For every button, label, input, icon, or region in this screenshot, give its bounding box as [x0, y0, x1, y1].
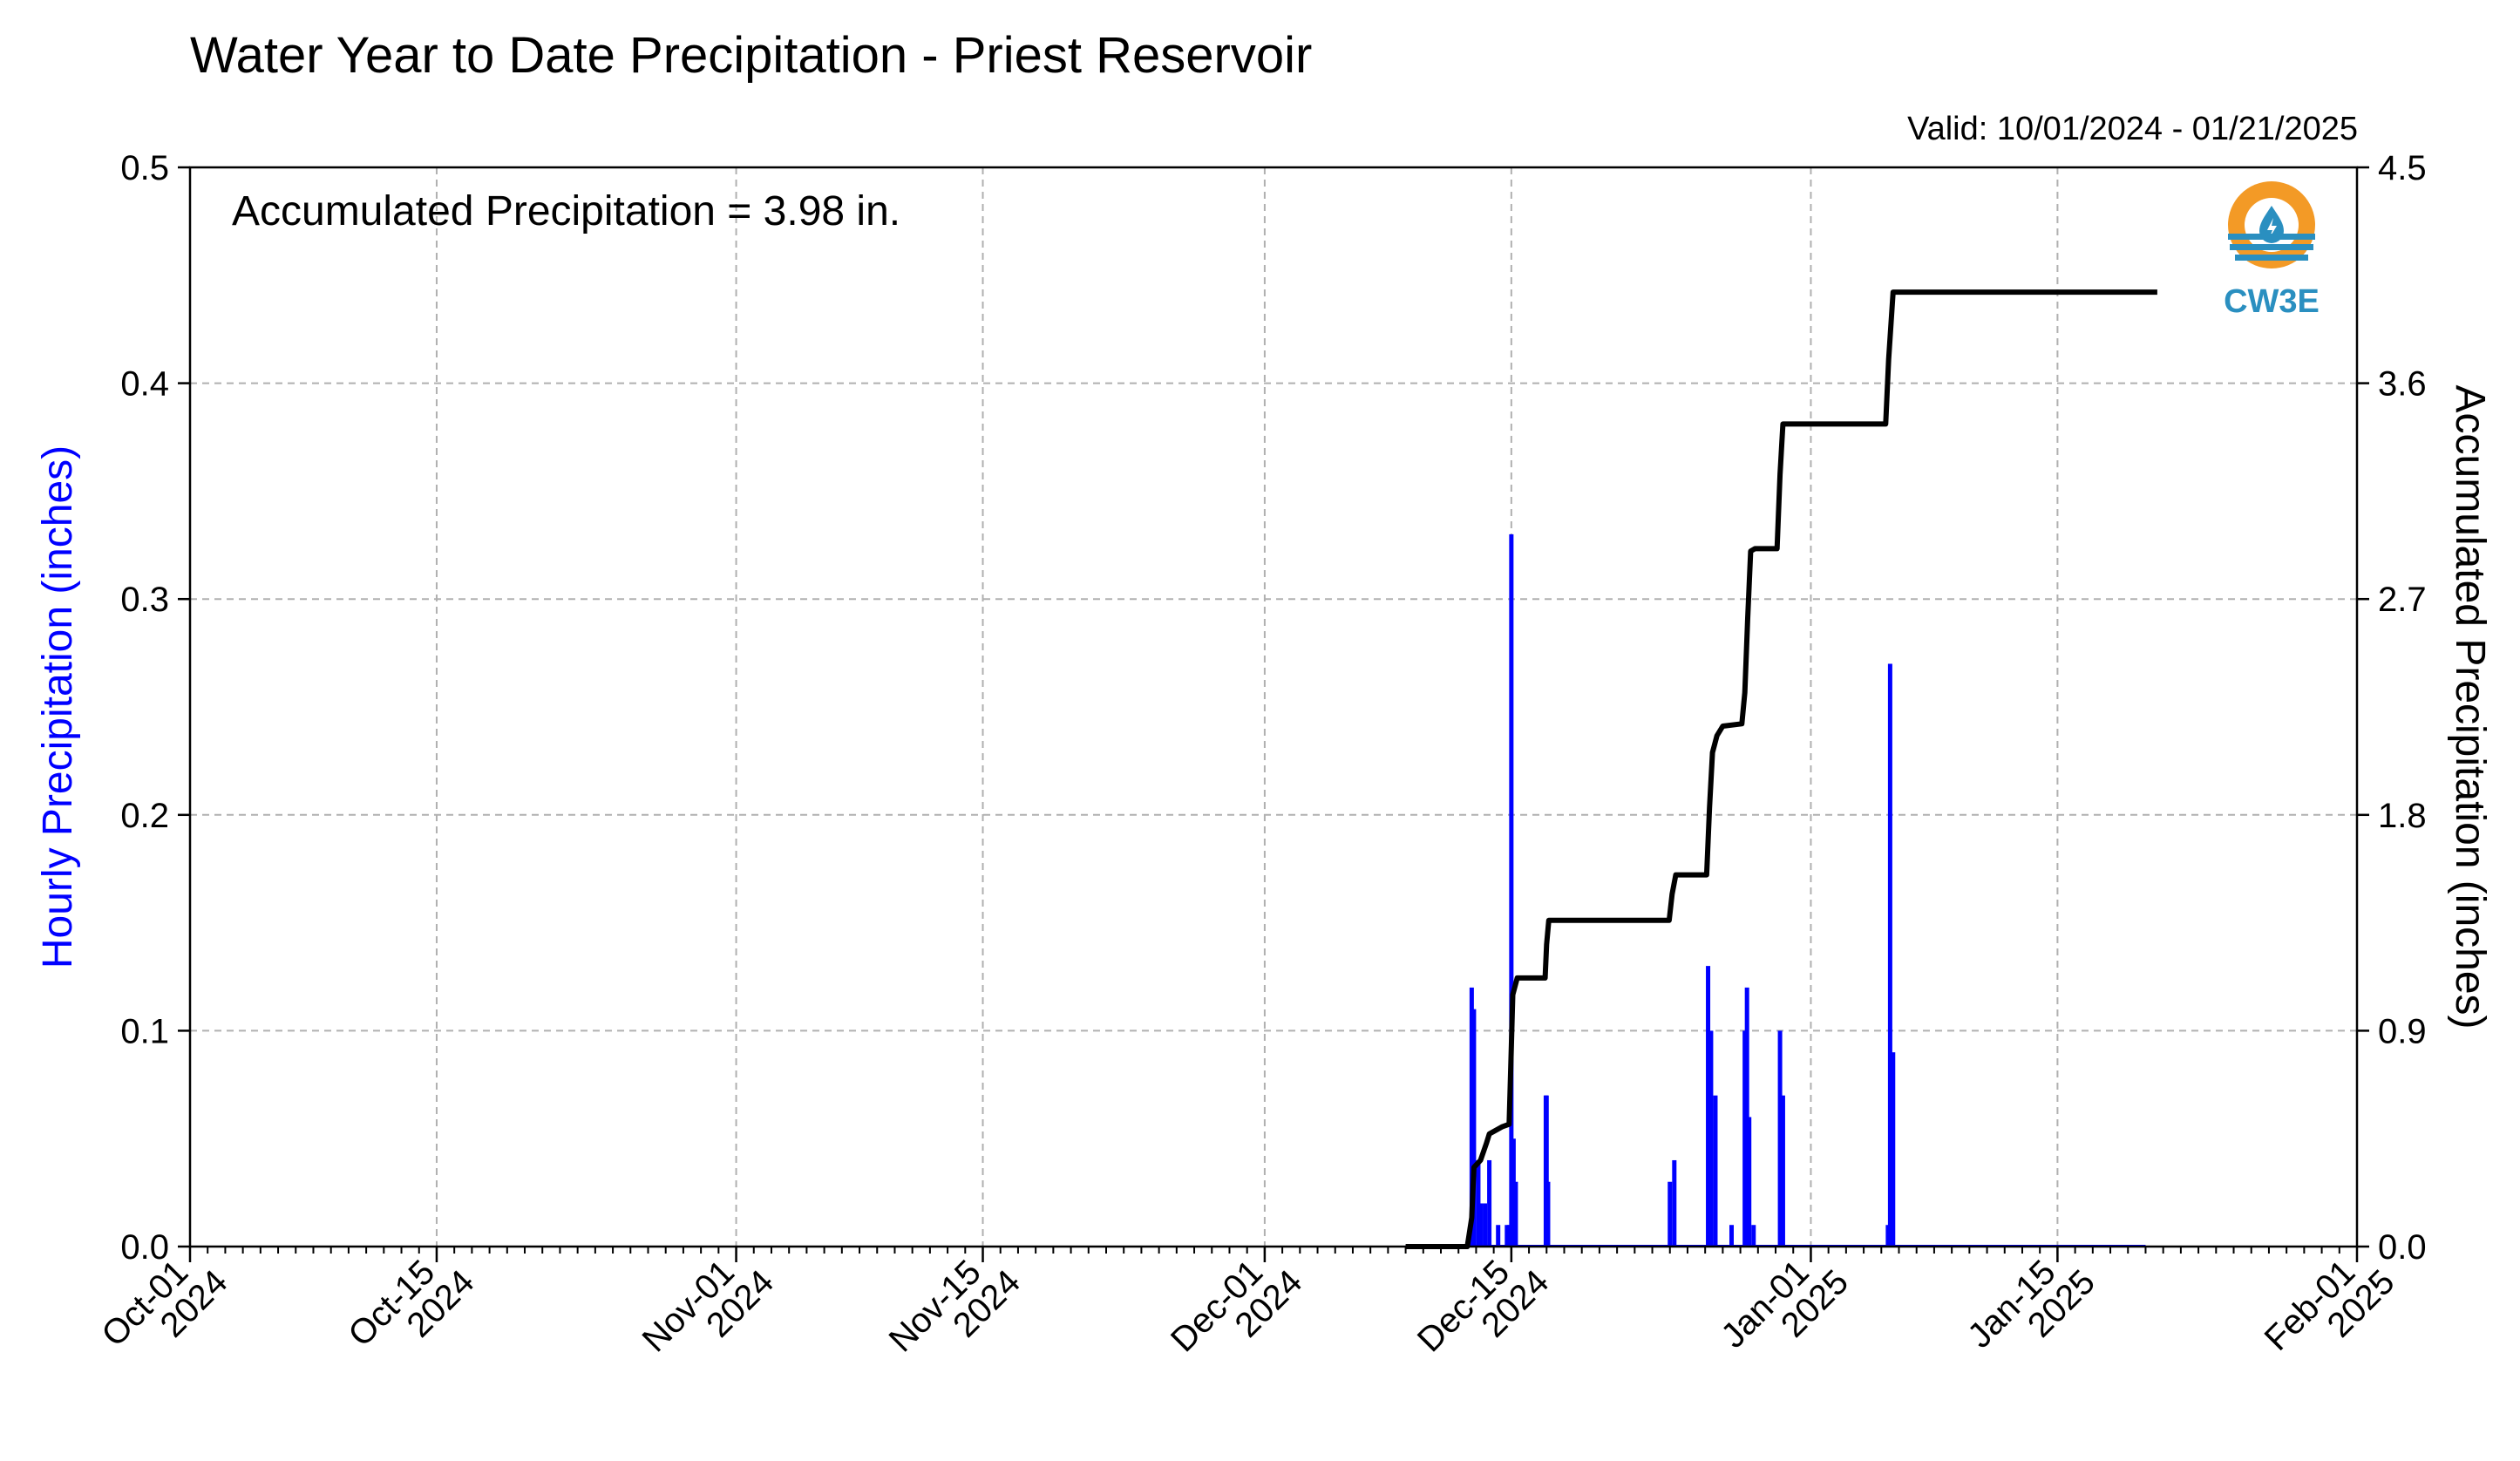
hourly-bar — [1544, 1095, 1549, 1247]
right-y-tick-label: 4.5 — [2378, 149, 2427, 187]
accumulated-precip-line-group — [1405, 289, 2157, 1249]
hourly-bar — [1487, 1159, 1492, 1247]
accumulated-total-annotation: Accumulated Precipitation = 3.98 in. — [232, 188, 900, 234]
logo-wave-band-3 — [2235, 255, 2308, 261]
hourly-bar — [1469, 987, 1474, 1247]
hourly-bar — [1471, 1009, 1477, 1247]
left-y-tick-label: 0.0 — [120, 1228, 169, 1267]
logo-wave-band-1 — [2228, 234, 2315, 240]
plot-frame — [188, 166, 2359, 1248]
left-axis-label: Hourly Precipitation (inches) — [35, 445, 81, 968]
right-y-tick-label: 0.0 — [2378, 1228, 2427, 1267]
cw3e-logo: CW3E — [2224, 181, 2320, 320]
left-y-tick-label: 0.5 — [120, 149, 169, 187]
left-y-tick-label: 0.4 — [120, 365, 169, 404]
hourly-bar — [1505, 1225, 1510, 1247]
hourly-bar — [1887, 663, 1892, 1247]
hourly-bar — [1483, 1203, 1488, 1247]
hourly-bar — [1780, 1095, 1785, 1247]
hourly-bar — [1729, 1225, 1734, 1247]
left-y-tick-label: 0.3 — [120, 581, 169, 619]
hourly-bar — [1509, 533, 1514, 1247]
hourly-bar — [1742, 1030, 1748, 1247]
hourly-bar — [1891, 1052, 1896, 1247]
hourly-bar — [1713, 1095, 1718, 1247]
hourly-bar — [1511, 1138, 1516, 1247]
accumulated-precip-line — [1405, 289, 2157, 1249]
lightning-icon — [2267, 218, 2277, 239]
left-y-tick-label: 0.1 — [120, 1012, 169, 1050]
hourly-bar — [1513, 1181, 1518, 1247]
hourly-bar — [1777, 1030, 1783, 1247]
logo-text: CW3E — [2224, 283, 2320, 320]
logo-wave-band-2 — [2230, 244, 2313, 250]
hourly-bar — [1506, 1225, 1511, 1247]
hourly-bar — [1545, 1181, 1551, 1247]
hourly-bar — [1708, 1030, 1714, 1247]
hourly-bar — [1496, 1225, 1501, 1247]
right-y-tick-label: 0.9 — [2378, 1012, 2427, 1050]
right-axis-label: Accumulated Precipitation (inches) — [2447, 384, 2493, 1029]
hourly-bar — [1476, 1159, 1481, 1247]
hourly-bar — [1706, 966, 1711, 1247]
hourly-bar — [1672, 1159, 1677, 1247]
hourly-bar — [1668, 1181, 1673, 1247]
right-y-tick-label: 2.7 — [2378, 581, 2427, 619]
hourly-bar — [1751, 1225, 1756, 1247]
left-y-tick-label: 0.2 — [120, 797, 169, 835]
chart-title: Water Year to Date Precipitation - Pries… — [190, 27, 1312, 84]
right-y-tick-label: 1.8 — [2378, 797, 2427, 835]
chart-subtitle: Valid: 10/01/2024 - 01/21/2025 — [1907, 111, 2358, 147]
hourly-bar — [1744, 987, 1749, 1247]
hourly-bar — [1747, 1117, 1752, 1247]
hourly-bar — [1885, 1225, 1891, 1247]
hourly-bar — [1477, 1203, 1483, 1247]
right-y-tick-label: 3.6 — [2378, 365, 2427, 404]
